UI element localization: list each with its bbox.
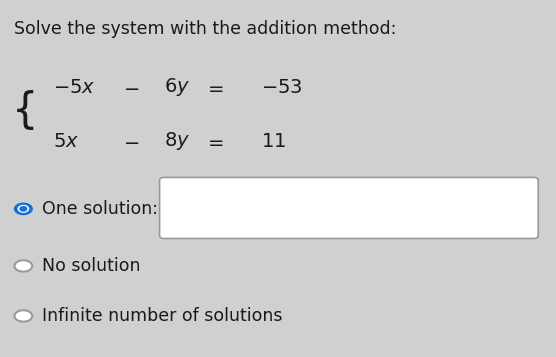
Circle shape (18, 206, 28, 212)
Text: $6y$: $6y$ (164, 76, 190, 99)
Circle shape (14, 203, 32, 215)
Text: One solution:: One solution: (42, 200, 158, 218)
FancyBboxPatch shape (160, 177, 538, 238)
Text: $-5x$: $-5x$ (53, 78, 95, 97)
Text: $5x$: $5x$ (53, 131, 79, 151)
Text: $11$: $11$ (261, 131, 286, 151)
Circle shape (14, 260, 32, 272)
Text: {: { (12, 90, 38, 132)
Text: Solve the system with the addition method:: Solve the system with the addition metho… (14, 20, 396, 37)
Circle shape (14, 203, 32, 215)
Text: $8y$: $8y$ (164, 130, 190, 152)
Text: $=$: $=$ (204, 78, 224, 97)
Circle shape (14, 310, 32, 322)
Text: $-$: $-$ (122, 78, 139, 97)
Text: Infinite number of solutions: Infinite number of solutions (42, 307, 282, 325)
Text: $-$: $-$ (122, 131, 139, 151)
Circle shape (20, 207, 27, 211)
Text: No solution: No solution (42, 257, 140, 275)
Text: $=$: $=$ (204, 131, 224, 151)
Text: $-53$: $-53$ (261, 78, 303, 97)
